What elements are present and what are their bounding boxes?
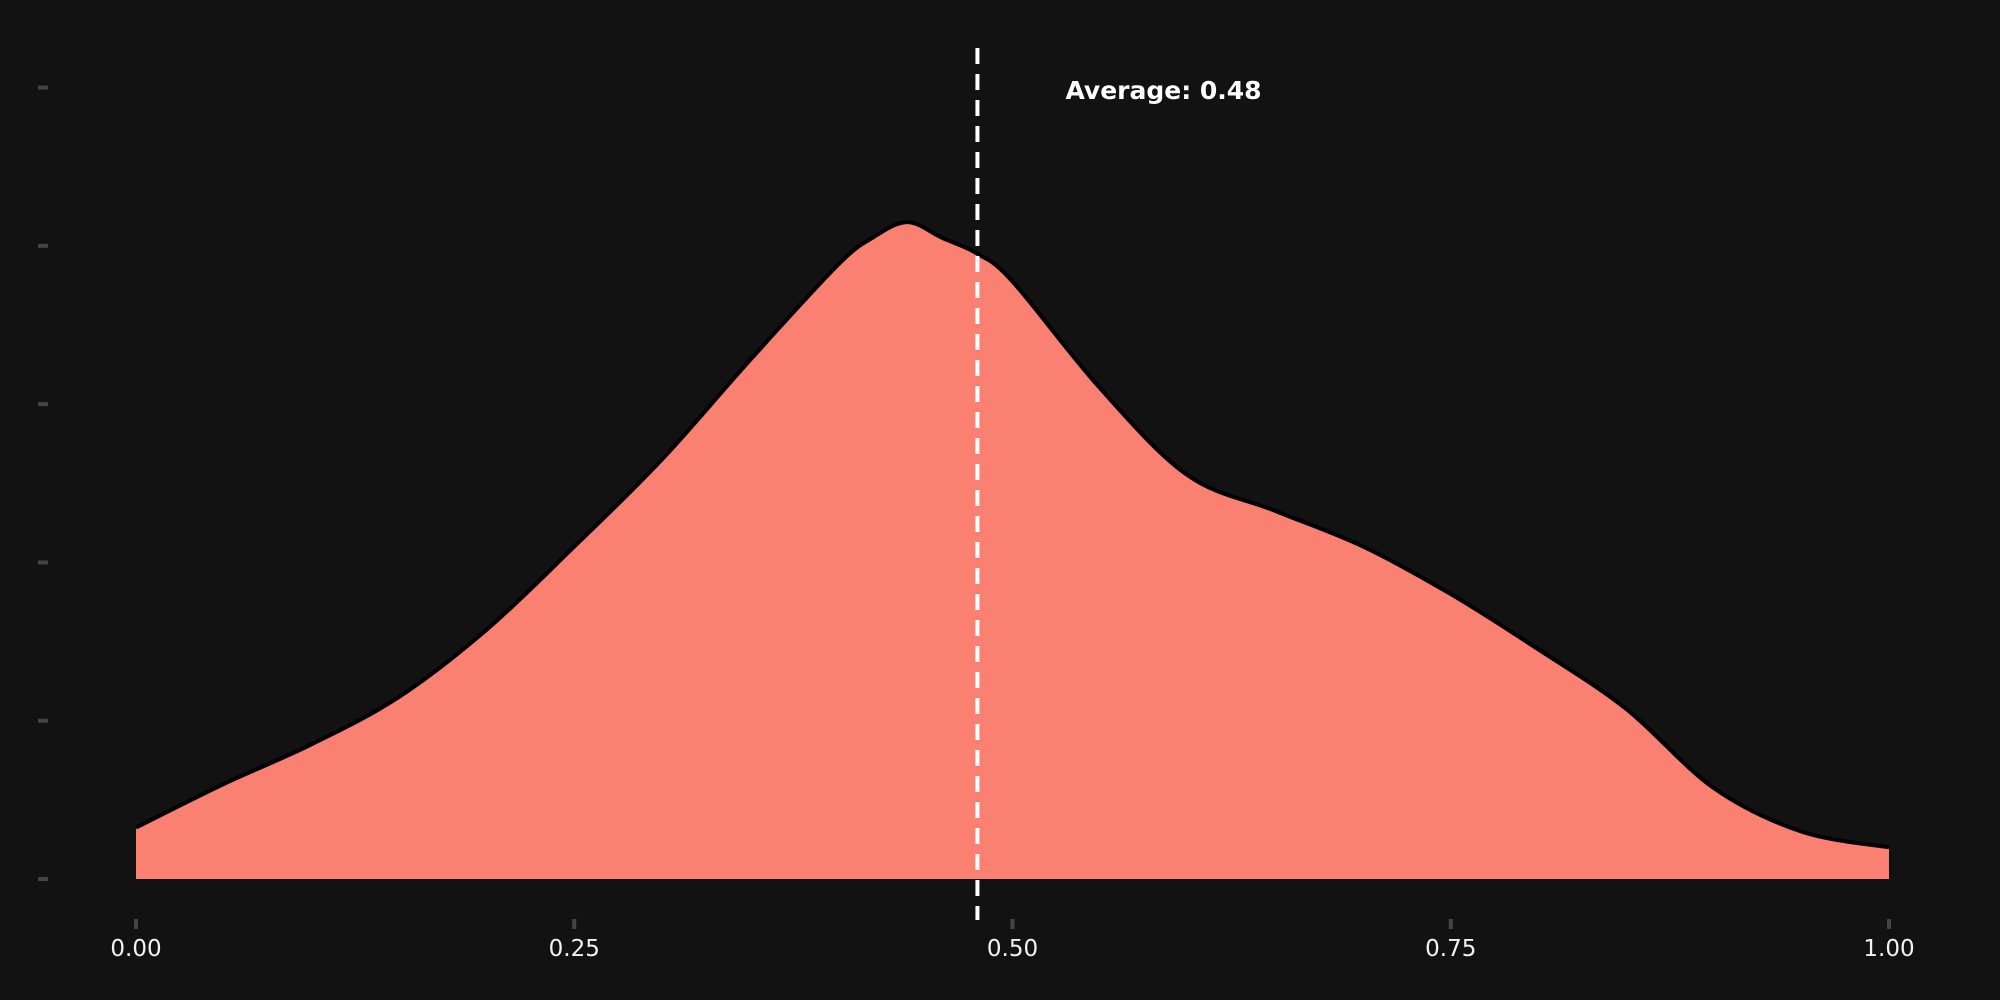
- average-label: Average: 0.48: [1065, 76, 1261, 105]
- x-tick-label-0: 0.00: [110, 936, 161, 962]
- density-area: [136, 222, 1889, 880]
- density-outline: [135, 220, 1890, 850]
- x-tick-label-3: 0.75: [1425, 936, 1476, 962]
- y-axis-ticks: [38, 85, 48, 881]
- x-tick-label-1: 0.25: [549, 936, 600, 962]
- x-tick-label-4: 1.00: [1863, 936, 1914, 962]
- x-tick-label-2: 0.50: [987, 936, 1038, 962]
- x-axis-ticks: 0.00 0.25 0.50 0.75 1.00: [110, 919, 1915, 962]
